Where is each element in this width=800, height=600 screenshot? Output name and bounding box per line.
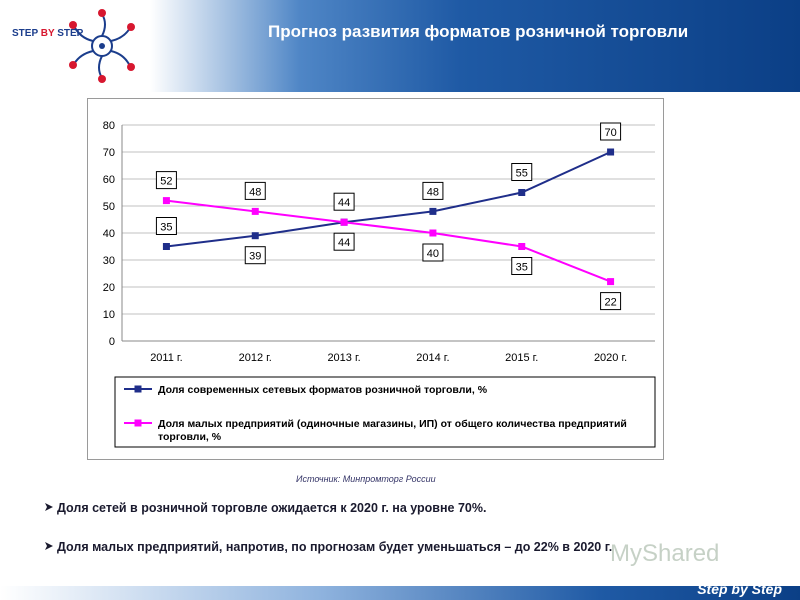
data-label-box: [600, 122, 622, 141]
chart-frame: 0 10 20 30 40 50 60 70 80 2011 г. 2012 г. 2013 г. 20…: [87, 98, 664, 460]
x-tick-label: 2011 г.: [150, 352, 182, 364]
data-point: [429, 229, 437, 237]
y-tick-label: 10: [103, 309, 115, 321]
data-label: 22: [604, 297, 616, 309]
data-label-box: [244, 181, 266, 200]
data-label-box: [155, 217, 177, 235]
data-label-box: [333, 232, 355, 251]
arrow-bullet-icon: [45, 542, 53, 550]
watermark: MyShared: [610, 540, 720, 567]
x-tick-label: 2015 г.: [505, 352, 538, 364]
legend-box: [114, 376, 656, 448]
source-note: Источник: Минпромторг России: [296, 474, 436, 484]
data-label: 55: [516, 168, 528, 180]
logo-text-step2: STEP: [54, 28, 84, 39]
data-label-box: [333, 192, 355, 211]
footer-brand: Step by Step: [697, 581, 782, 597]
data-point: [162, 197, 170, 205]
y-tick-label: 30: [103, 255, 115, 267]
x-tick-label: 2013 г.: [327, 352, 360, 364]
x-tick-label: 2014 г.: [416, 352, 449, 364]
data-label-box: [511, 163, 533, 181]
x-tick-label: 2020 г.: [594, 352, 627, 364]
bullet-item-2: Доля малых предприятий, напротив, по про…: [44, 539, 704, 556]
data-label: 35: [516, 262, 528, 274]
data-label: 39: [249, 251, 261, 263]
arrow-bullet-icon: [45, 503, 53, 511]
footer-bar: [0, 586, 800, 600]
y-tick-label: 70: [103, 147, 115, 159]
data-point: [518, 243, 526, 250]
y-tick-label: 40: [103, 228, 115, 240]
y-tick-label: 20: [103, 282, 115, 294]
series-line: [166, 151, 611, 248]
data-point: [340, 218, 348, 226]
line-chart: 0 10 20 30 40 50 60 70 80 2011 г. 2012 г. 2013 г. 20…: [103, 120, 656, 448]
data-point: [251, 207, 259, 215]
data-label-box: [422, 181, 444, 200]
data-label: 44: [338, 197, 350, 209]
legend-label: Доля современных сетевых форматов рознич…: [158, 384, 488, 396]
y-tick-label: 80: [103, 120, 115, 132]
x-tick-label: 2012 г.: [239, 352, 272, 364]
logo-text-step: STEP: [12, 28, 41, 39]
data-label: 35: [160, 222, 172, 234]
y-tick-label: 50: [103, 201, 115, 213]
data-label: 44: [338, 237, 350, 249]
bullet-text-2: Доля малых предприятий, напротив, по про…: [57, 540, 613, 554]
data-label: 40: [427, 248, 439, 260]
step-by-step-logo-icon: [69, 9, 135, 83]
data-label: 48: [249, 186, 261, 198]
data-label-box: [244, 246, 266, 265]
legend-swatch-marker: [134, 419, 142, 427]
bullet-item-1: Доля сетей в розничной торговле ожидаетс…: [44, 500, 744, 517]
data-point: [518, 189, 526, 196]
logo-text: STEP BY STEP: [12, 28, 83, 39]
data-point: [162, 243, 170, 250]
data-label-box: [422, 243, 444, 262]
data-label-box: [155, 171, 177, 190]
page-title: Прогноз развития форматов розничной торг…: [268, 22, 689, 41]
data-label-box: [511, 257, 533, 275]
header-banner: STEP BY STEP Прогноз развития форматов р…: [0, 0, 800, 92]
y-tick-label: 60: [103, 174, 115, 186]
legend-swatch-marker: [134, 385, 142, 393]
y-tick-label: 0: [109, 336, 115, 348]
data-point: [251, 232, 259, 240]
bullet-text-1: Доля сетей в розничной торговле ожидаетс…: [57, 501, 487, 515]
data-point: [607, 278, 615, 286]
data-label: 70: [604, 127, 616, 139]
data-point: [607, 148, 615, 156]
legend-label: Доля малых предприятий (одиночные магази…: [158, 418, 627, 443]
data-label-box: [600, 292, 622, 311]
data-point: [429, 207, 437, 215]
logo-text-by: BY: [40, 28, 55, 39]
series-line: [166, 199, 611, 283]
data-label: 52: [160, 176, 172, 188]
data-label: 48: [427, 186, 439, 198]
